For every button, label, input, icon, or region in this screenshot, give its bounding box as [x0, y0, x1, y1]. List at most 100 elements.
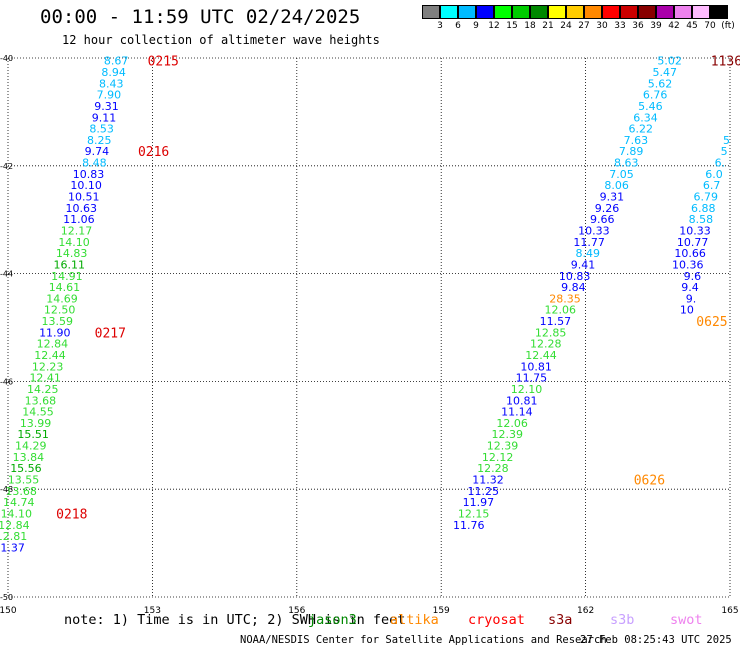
wave-height-label: 10.36: [672, 258, 704, 271]
y-tick-label: -40: [0, 54, 13, 63]
x-tick-label: 150: [0, 606, 17, 616]
wave-height-label: 9.4: [681, 281, 699, 294]
wave-height-label: 7.90: [97, 89, 122, 102]
wave-height-label: 13.84: [13, 451, 45, 464]
wave-height-label: 12.85: [535, 326, 567, 339]
wave-height-label: 12.28: [477, 462, 509, 475]
wave-height-label: 11.97: [463, 496, 495, 509]
sat-s3b: s3b: [610, 612, 635, 628]
wave-height-label: 5.02: [657, 55, 682, 68]
wave-height-label: 11.77: [573, 236, 605, 249]
wave-height-label: 13.68: [5, 485, 37, 498]
colorbar-swatch: [638, 5, 656, 19]
x-tick-label: 159: [433, 606, 450, 616]
pass-time-label: 0215: [148, 55, 179, 70]
x-tick-label: 162: [577, 606, 594, 616]
colorbar-swatch: [620, 5, 638, 19]
wave-height-label: 9.31: [94, 100, 119, 113]
colorbar-swatch: [710, 5, 728, 19]
colorbar-label: 30: [596, 21, 608, 31]
wave-height-label: 12.84: [0, 519, 30, 532]
wave-height-label: 9.26: [595, 202, 620, 215]
wave-height-label: 9.11: [92, 111, 117, 124]
wave-height-label: 11.90: [39, 326, 71, 339]
wave-height-label: 8.53: [89, 123, 114, 136]
wave-height-label: 11.57: [540, 315, 572, 328]
wave-height-label: 12.81: [0, 530, 27, 543]
wave-height-label: 14.91: [51, 270, 83, 283]
pass-time-label: 0218: [56, 507, 87, 522]
colorbar-swatch: [476, 5, 494, 19]
wave-height-label: 13.99: [20, 417, 52, 430]
wave-height-label: 12.23: [32, 360, 64, 373]
wave-height-label: 9.: [686, 292, 697, 305]
wave-height-label: 14.55: [22, 406, 54, 419]
colorbar-label: 6: [455, 21, 461, 31]
wave-height-label: 7.63: [624, 134, 649, 147]
pass-time-label: 0625: [696, 315, 727, 330]
colorbar-label: 45: [686, 21, 698, 31]
colorbar-label: 27: [578, 21, 590, 31]
wave-height-label: 8.67: [104, 55, 129, 68]
colorbar-label: 24: [560, 21, 572, 31]
wave-height-label: 28.35: [549, 292, 581, 305]
colorbar-swatch: [512, 5, 530, 19]
colorbar-label: 33: [614, 21, 626, 31]
colorbar-swatch: [530, 5, 548, 19]
wave-height-label: 14.29: [15, 440, 47, 453]
colorbar-swatch: [458, 5, 476, 19]
wave-height-label: 11.37: [0, 541, 25, 554]
wave-height-label: 11.76: [453, 519, 485, 532]
colorbar-label: 12: [488, 21, 500, 31]
wave-height-label: 6.: [715, 157, 726, 170]
axis-ticks: 150 153 156 159 162 165 -40 -42 -44 -46 -48 -50: [0, 54, 739, 616]
pass-time-label: 1136: [711, 55, 740, 70]
page-title: 00:00 - 11:59 UTC 02/24/2025: [40, 6, 361, 28]
wave-height-label: 12.10: [511, 383, 543, 396]
wave-height-label: 10.10: [70, 179, 102, 192]
colorbar-label: 70: [704, 21, 716, 31]
wave-height-label: 12.39: [492, 428, 524, 441]
wave-height-label: 14.25: [27, 383, 59, 396]
wave-height-label: 10.77: [677, 236, 709, 249]
wave-height-label: 14.61: [49, 281, 81, 294]
colorbar-label: 3: [437, 21, 443, 31]
wave-height-label: 8.48: [82, 157, 107, 170]
wave-height-label: 12.44: [525, 349, 557, 362]
wave-height-label: 10.83: [73, 168, 105, 181]
wave-height-label: 6.34: [633, 111, 658, 124]
wave-height-label: 10.66: [674, 247, 706, 260]
wave-height-label: 12.39: [487, 440, 519, 453]
y-tick-label: -50: [0, 593, 13, 602]
wave-height-label: 6.0: [705, 168, 723, 181]
pass-time-label: 0216: [138, 145, 169, 160]
wave-height-label: 14.10: [58, 236, 90, 249]
y-tick-label: -44: [0, 270, 13, 279]
sat-s3a: s3a: [548, 612, 573, 628]
colorbar-swatch: [584, 5, 602, 19]
wave-height-label: 8.63: [614, 157, 639, 170]
colorbar-label: 42: [668, 21, 680, 31]
colorbar-label: 39: [650, 21, 662, 31]
wave-height-label: 8.58: [689, 213, 714, 226]
page-subtitle: 12 hour collection of altimeter wave hei…: [62, 33, 380, 47]
wave-height-label: 5: [723, 134, 730, 147]
colorbar-swatch: [674, 5, 692, 19]
wave-height-label: 12.12: [482, 451, 514, 464]
grid-lines: [7, 57, 731, 598]
wave-height-label: 9.74: [85, 145, 110, 158]
wave-height-label: 7.05: [609, 168, 634, 181]
pass-time-label: 0217: [95, 326, 126, 341]
footer-credit: NOAA/NESDIS Center for Satellite Applica…: [240, 634, 607, 646]
wave-height-label: 11.75: [516, 372, 548, 385]
y-tick-label: -42: [0, 162, 13, 171]
wave-height-label: 9.31: [600, 191, 625, 204]
colorbar-swatch: [494, 5, 512, 19]
colorbar-swatch: [692, 5, 710, 19]
wave-height-label: 9.84: [561, 281, 586, 294]
sat-cryosat: cryosat: [468, 612, 525, 628]
x-tick-label: 156: [288, 606, 305, 616]
wave-height-label: 10.33: [578, 224, 610, 237]
colorbar-swatch: [548, 5, 566, 19]
